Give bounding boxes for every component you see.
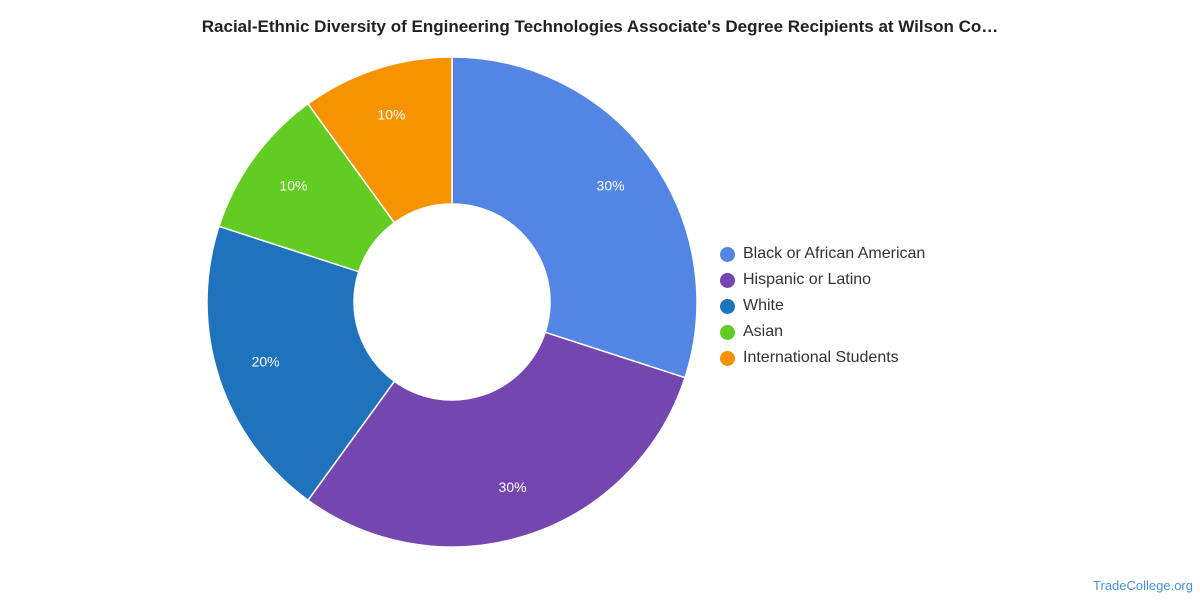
slice-label-hispanic-or-latino: 30%	[499, 479, 527, 495]
watermark[interactable]: TradeCollege.org	[1093, 578, 1193, 593]
legend-swatch	[720, 272, 735, 288]
slice-white[interactable]	[206, 225, 396, 502]
legend-label: Asian	[743, 323, 784, 340]
chart-legend: Black or African American Hispanic or Lat…	[720, 241, 925, 371]
legend-label: Hispanic or Latino	[743, 271, 872, 288]
chart-title: Racial-Ethnic Diversity of Engineering T…	[201, 17, 999, 36]
legend-swatch	[720, 350, 735, 366]
legend-item-hispanic-or-latino[interactable]: Hispanic or Latino	[720, 267, 925, 293]
slice-labels-group: 30% 30% 20% 10% 10%	[252, 106, 625, 495]
slice-label-black-or-african-american: 30%	[597, 177, 625, 193]
legend-label: White	[743, 297, 784, 314]
legend-item-international-students[interactable]: International Students	[720, 345, 925, 371]
slice-black-or-african-american[interactable]	[451, 56, 698, 379]
legend-swatch	[720, 324, 735, 340]
legend-label: International Students	[743, 349, 899, 366]
legend-item-white[interactable]: White	[720, 293, 925, 319]
legend-item-black-or-african-american[interactable]: Black or African American	[720, 241, 925, 267]
slice-label-international-students: 10%	[377, 106, 405, 122]
legend-item-asian[interactable]: Asian	[720, 319, 925, 345]
legend-swatch	[720, 246, 735, 262]
slice-label-white: 20%	[252, 353, 280, 369]
legend-swatch	[720, 298, 735, 314]
slices-group	[206, 56, 698, 548]
slice-label-asian: 10%	[279, 177, 307, 193]
slice-international-students[interactable]	[306, 56, 453, 224]
slice-hispanic-or-latino[interactable]	[306, 331, 686, 548]
legend-label: Black or African American	[743, 245, 926, 262]
